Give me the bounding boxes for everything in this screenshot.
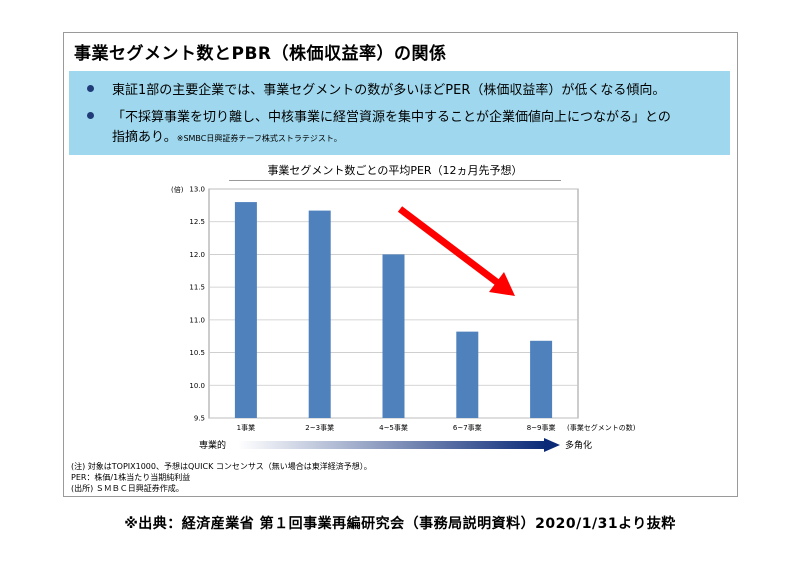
slide-frame: 事業セグメント数とPBR（株価収益率）の関係 東証1部の主要企業では、事業セグメ… [63, 32, 738, 497]
y-tick-label: 12.5 [189, 218, 205, 226]
x-tick-label: 2~3事業 [305, 423, 334, 432]
bullet-1-text: 東証1部の主要企業では、事業セグメントの数が多いほどPER（株価収益率）が低くな… [112, 83, 666, 98]
bullet-dot-icon [87, 85, 94, 92]
bullet-2-continuation: 指摘あり。※SMBC日興証券チーフ株式ストラテジスト。 [112, 126, 342, 145]
y-unit-label: (倍) [171, 185, 184, 194]
bar-1 [234, 202, 257, 418]
spectrum-arrow-head [544, 438, 560, 452]
y-tick-label: 11.5 [189, 284, 205, 292]
spectrum-right-label: 多角化 [565, 439, 592, 451]
summary-box: 東証1部の主要企業では、事業セグメントの数が多いほどPER（株価収益率）が低くな… [69, 71, 730, 155]
x-tick-label: 8~9事業 [527, 423, 556, 432]
y-tick-label: 13.0 [189, 186, 205, 194]
chart-notes: (注) 対象はTOPIX1000、予想はQUICK コンセンサス（無い場合は東洋… [71, 461, 372, 494]
trend-arrow-line [397, 206, 501, 286]
bullet-note: ※SMBC日興証券チーフ株式ストラテジスト。 [176, 134, 342, 143]
bar-4 [456, 331, 479, 418]
x-tick-label: 1事業 [237, 423, 255, 432]
chart-title: 事業セグメント数ごとの平均PER（12ヵ月先予想） [267, 164, 523, 177]
bar-3 [382, 254, 405, 418]
chart-title-underline [229, 180, 561, 181]
x-axis-label: (事業セグメントの数) [567, 423, 636, 432]
x-tick-label: 4~5事業 [379, 423, 408, 432]
bullet-2-text: 「不採算事業を切り離し、中核事業に経営資源を集中することが企業価値向上につながる… [112, 110, 671, 125]
y-tick-label: 10.5 [189, 349, 205, 357]
bar-2 [308, 210, 331, 418]
y-tick-label: 10.0 [189, 382, 205, 390]
spectrum-arrow-body [238, 441, 546, 449]
source-citation: ※出典：経済産業省 第１回事業再編研究会（事務局説明資料）2020/1/31より… [124, 516, 676, 532]
y-tick-label: 11.0 [189, 316, 205, 324]
spectrum-left-label: 専業的 [199, 439, 226, 451]
bullet-2-text-cont: 指摘あり。 [112, 130, 177, 145]
bullet-dot-icon [87, 112, 94, 119]
y-tick-label: 9.5 [194, 415, 205, 423]
y-tick-label: 12.0 [189, 251, 205, 259]
x-tick-label: 6~7事業 [453, 423, 482, 432]
note-line-2: PER：株価/1株当たり当期純利益 [71, 473, 191, 482]
page-title: 事業セグメント数とPBR（株価収益率）の関係 [74, 44, 447, 64]
note-line-1: (注) 対象はTOPIX1000、予想はQUICK コンセンサス（無い場合は東洋… [71, 462, 372, 471]
bar-5 [530, 340, 553, 418]
trend-arrow-head [489, 272, 515, 296]
note-line-3: (出所) ＳＭＢＣ日興証券作成。 [71, 484, 184, 493]
